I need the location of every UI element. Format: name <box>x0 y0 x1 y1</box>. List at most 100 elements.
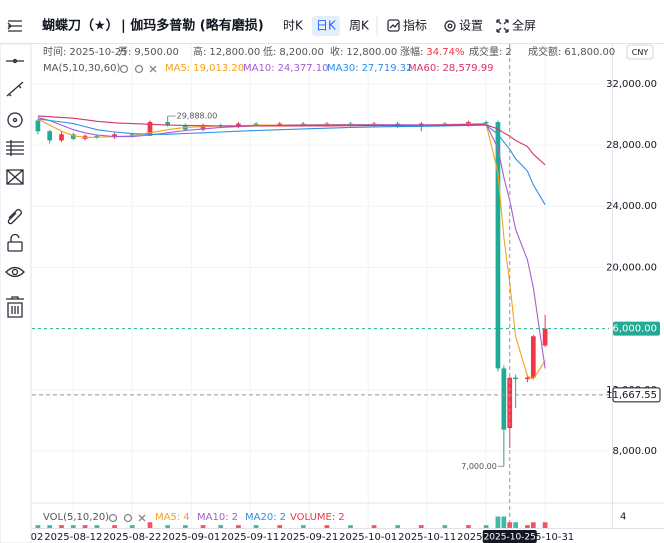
vol-legend-entry: MA10: 2 <box>197 512 238 523</box>
volume-bar <box>277 525 283 528</box>
info-value: 12,800.00 <box>346 47 397 58</box>
interval-button[interactable]: 日K <box>316 19 337 33</box>
x-tick-label: 2025-09-21 <box>280 532 338 543</box>
info-field: 涨幅: 34.74% <box>400 45 465 58</box>
legend-value: 27,719.32 <box>362 63 413 74</box>
legend-name: VOLUME: <box>290 512 335 523</box>
candle-body <box>542 328 548 346</box>
volume-bar <box>495 516 501 528</box>
info-field: 成交额: 61,800.00 <box>528 45 615 58</box>
info-value: 34.74% <box>426 47 464 58</box>
volume-bar <box>507 522 513 528</box>
sidebar <box>0 43 32 543</box>
legend-value: 4 <box>183 512 189 523</box>
info-field: 高: 12,800.00 <box>193 45 260 58</box>
x-tick-label: 2025-08-22 <box>103 532 161 543</box>
volume-bar <box>324 525 330 528</box>
info-field: 收: 12,800.00 <box>330 45 397 58</box>
volume-bar <box>47 525 53 528</box>
candle-body <box>47 131 53 141</box>
interval-button[interactable]: 时K <box>283 19 304 33</box>
info-value: 61,800.00 <box>564 47 615 58</box>
candle-body <box>483 122 489 124</box>
info-label: 涨幅: <box>400 45 423 58</box>
y-tick-label: 28,000.00 <box>606 140 657 151</box>
candle-body <box>501 368 507 430</box>
ma-line <box>37 115 546 166</box>
button-bg <box>312 16 340 36</box>
vol-legend: VOL(5,10,20) <box>43 512 146 523</box>
legend-value: 2 <box>232 512 238 523</box>
interval-button[interactable]: 周K <box>349 19 370 33</box>
legend-icons <box>119 64 157 74</box>
volume-bar <box>300 525 306 528</box>
legend-name: MA5: <box>165 63 190 74</box>
legend-entry: MA5: 19,013.20 <box>165 63 244 74</box>
candle-body <box>94 135 100 138</box>
volume-bar <box>182 525 188 528</box>
vol-title: VOL(5,10,20) <box>43 512 109 523</box>
currency-badge: CNY <box>626 44 654 60</box>
vol-tick-label: 4 <box>620 512 626 523</box>
legend-name: MA20: <box>245 512 277 523</box>
legend-value: 2 <box>280 512 286 523</box>
last-price-label: 16,000.00 <box>606 324 657 335</box>
legend-entry: MA60: 28,579.99 <box>408 63 493 74</box>
candle-body <box>112 134 117 138</box>
annotation-label: 7,000.00 <box>461 462 497 471</box>
crosshair-price-box <box>612 387 661 403</box>
crosshair-date-box <box>482 530 537 543</box>
volume-bar <box>418 525 424 528</box>
legend-name: MA10: <box>197 512 229 523</box>
vol-icons <box>108 513 146 523</box>
candle-body <box>530 336 536 378</box>
candle-body <box>35 120 41 132</box>
candle-body <box>147 122 153 136</box>
info-label: 时间: <box>43 45 66 58</box>
tool-label[interactable]: 全屏 <box>512 18 536 33</box>
vol-legend-entry: MA20: 2 <box>245 512 286 523</box>
crosshair-price-label: 11,667.55 <box>606 390 657 401</box>
legend-value: 19,013.20 <box>193 63 244 74</box>
info-field: 时间: 2025-10-25 <box>43 45 128 58</box>
volume-bar <box>442 525 448 528</box>
candle-body <box>129 134 135 136</box>
vol-legend-values: MA5: 4 MA10: 2 MA20: 2 VOLUME: 2 <box>155 512 345 523</box>
legend-entry: MA30: 27,719.32 <box>327 63 412 74</box>
annotation-label: 29,888.00 <box>177 112 218 121</box>
volume-bar <box>59 525 64 528</box>
candle-body <box>277 123 283 126</box>
candle-body <box>70 134 76 139</box>
volume-bar <box>348 525 353 528</box>
axis-area: 32,000.0028,000.0024,000.0020,000.0012,0… <box>0 44 664 543</box>
info-field: 成交量: 2 <box>469 45 512 58</box>
info-row: 时间: 2025-10-25开: 9,500.00 高: 12,800.00 低: 8,20… <box>43 45 615 58</box>
candle-body <box>253 123 259 126</box>
x-tick-label: 2025-10-31 <box>516 532 574 543</box>
x-tick-label: 2025-09-11 <box>221 532 279 543</box>
volume-bar <box>165 525 171 528</box>
volume-bar <box>395 525 401 528</box>
ma-line <box>37 116 546 369</box>
sidebar-icons[interactable] <box>5 58 25 318</box>
menu-icon[interactable] <box>7 20 22 32</box>
header: 蝴蝶刀（★） | 伽玛多普勒 (略有磨损) 时K 日K 周K 指标 设置 全屏 <box>0 0 664 44</box>
volume-bar <box>466 525 471 528</box>
volume-bar <box>70 525 76 528</box>
volume-bar <box>513 522 518 528</box>
currency: CNY <box>632 48 649 57</box>
info-field: 开: 9,500.00 <box>118 47 179 58</box>
volume-bar <box>236 525 241 528</box>
tool-label[interactable]: 指标 <box>403 18 427 33</box>
tool-icons[interactable] <box>387 19 509 33</box>
crosshair-date-label: 2025-10-25 <box>484 533 536 543</box>
y-tick-label: 8,000.00 <box>612 446 657 457</box>
tool-label[interactable]: 设置 <box>459 19 483 33</box>
y-tick-label: 32,000.00 <box>606 79 657 90</box>
volume-bar <box>525 525 530 528</box>
candle-body <box>495 122 501 369</box>
info-value: 2025-10-25 <box>69 47 127 58</box>
legend-value: 28,579.99 <box>443 63 494 74</box>
